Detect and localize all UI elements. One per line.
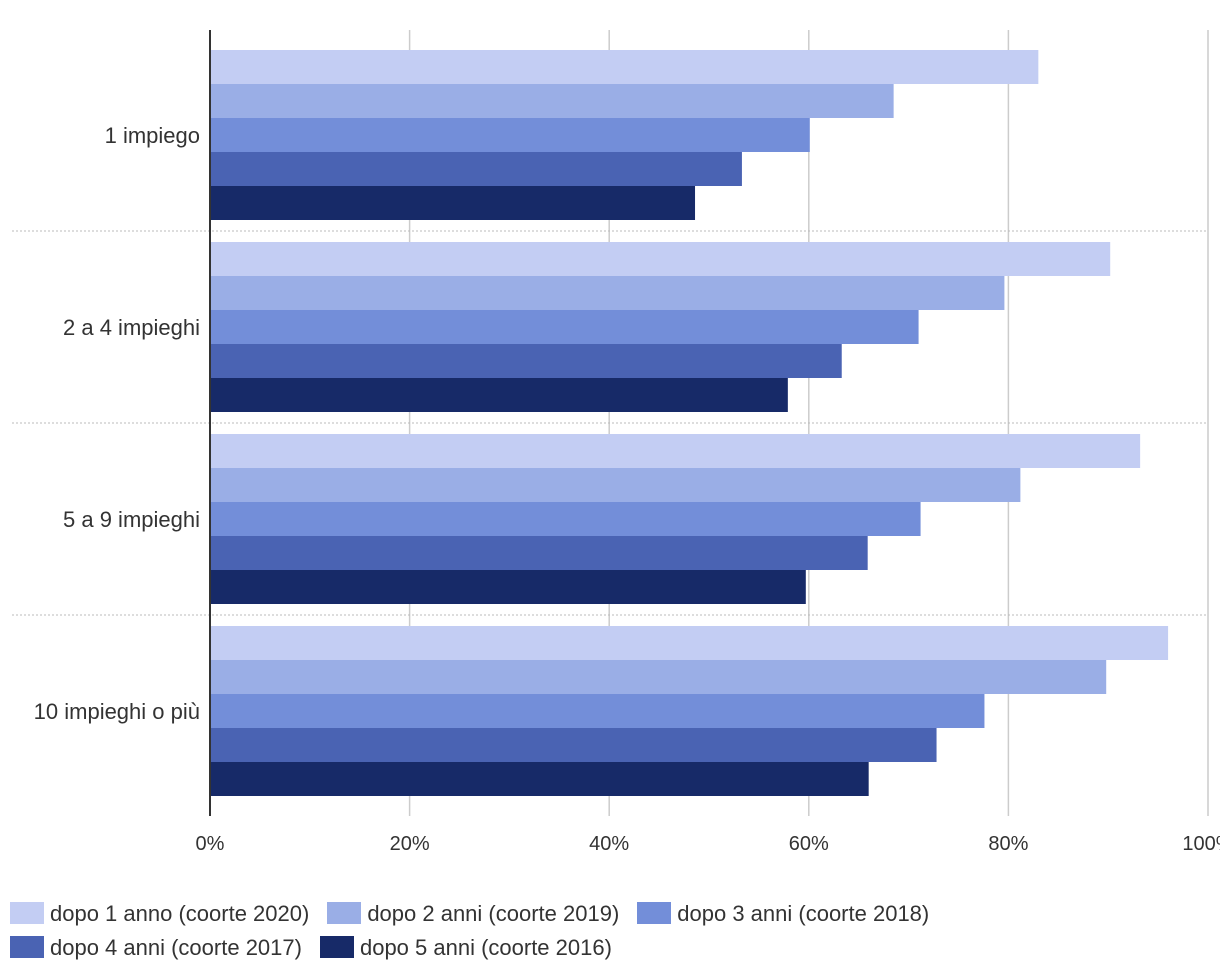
bar — [210, 570, 806, 604]
legend-label: dopo 3 anni (coorte 2018) — [677, 901, 930, 926]
x-tick-label: 80% — [988, 833, 1028, 855]
bar — [210, 84, 894, 118]
x-tick-label: 20% — [390, 833, 430, 855]
legend-item: dopo 3 anni (coorte 2018) — [637, 897, 929, 931]
category-labels: 1 impiego 2 a 4 impieghi 5 a 9 impieghi 10 … — [34, 123, 200, 724]
bar — [210, 468, 1021, 502]
bar — [210, 378, 788, 412]
legend-swatch — [637, 902, 672, 924]
bar — [210, 118, 810, 152]
legend-item: dopo 1 anno (coorte 2020) — [10, 897, 309, 931]
bar — [210, 242, 1111, 276]
legend-label: dopo 2 anni (coorte 2019) — [367, 901, 620, 926]
legend-swatch — [10, 936, 44, 958]
x-tick-label: 0% — [196, 833, 225, 855]
legend-swatch — [319, 936, 354, 958]
bar — [210, 728, 937, 762]
bar — [210, 50, 1039, 84]
x-tick-labels: 0% 20% 40% 60% 80% 100% — [196, 833, 1220, 855]
legend-label: dopo 5 anni (coorte 2016) — [359, 935, 612, 960]
x-tick-label: 40% — [589, 833, 629, 855]
x-tick-label: 60% — [789, 833, 829, 855]
bar — [210, 660, 1107, 694]
bar-chart: 1 impiego 2 a 4 impieghi 5 a 9 impieghi 10 … — [12, 30, 1220, 855]
legend-item: dopo 4 anni (coorte 2017) — [10, 931, 302, 965]
bar — [210, 694, 985, 728]
legend-swatch — [10, 902, 44, 924]
legend-label: dopo 1 anno (coorte 2020) — [50, 901, 310, 926]
category-label: 10 impieghi o più — [34, 699, 200, 724]
bar — [210, 186, 696, 220]
bar — [210, 536, 868, 570]
category-separators — [12, 230, 1208, 616]
legend: dopo 1 anno (coorte 2020) dopo 2 anni (co… — [10, 897, 1210, 965]
category-label: 2 a 4 impieghi — [63, 315, 200, 340]
bar — [210, 762, 869, 796]
bar — [210, 152, 742, 186]
legend-swatch — [327, 902, 362, 924]
x-tick-label: 100% — [1182, 833, 1220, 855]
bar — [210, 276, 1005, 310]
legend-item: dopo 5 anni (coorte 2016) — [319, 931, 612, 965]
bar — [210, 626, 1169, 660]
bar — [210, 310, 919, 344]
legend-item: dopo 2 anni (coorte 2019) — [327, 897, 619, 931]
bar — [210, 502, 921, 536]
legend-label: dopo 4 anni (coorte 2017) — [50, 935, 302, 960]
category-label: 5 a 9 impieghi — [63, 507, 200, 532]
bar — [210, 434, 1141, 468]
category-label: 1 impiego — [105, 123, 200, 148]
bars — [210, 50, 1169, 796]
bar — [210, 344, 842, 378]
